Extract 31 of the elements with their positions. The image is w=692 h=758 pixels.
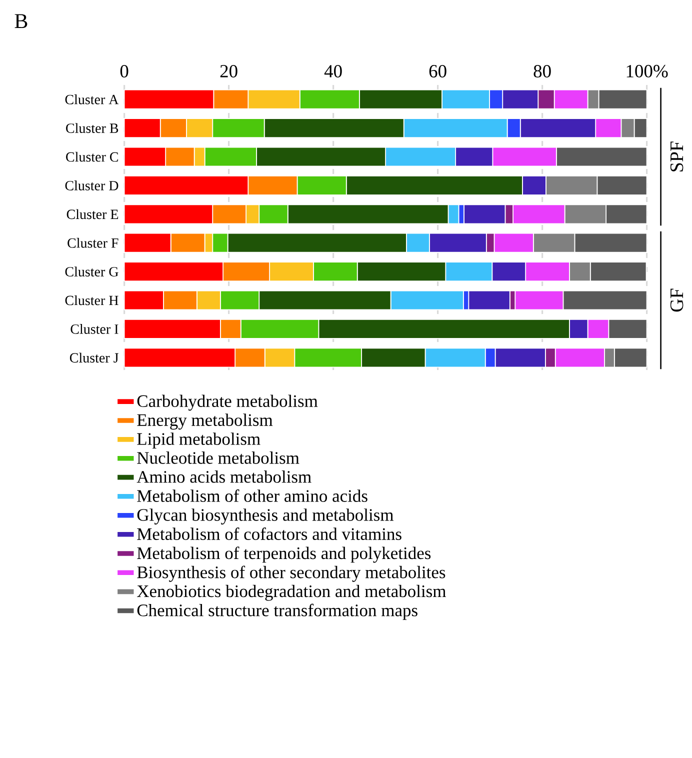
legend-label: Chemical structure transformation maps <box>137 604 418 620</box>
x-tick-label: 0 <box>120 64 128 78</box>
legend-label: Lipid metabolism <box>137 432 260 448</box>
legend-label: Amino acids metabolism <box>136 470 312 483</box>
text: SPF <box>670 142 684 172</box>
y-tick-label: Cluster D <box>65 180 118 190</box>
y-tick-label: Cluster E <box>66 209 118 220</box>
y-tick-label: Cluster H <box>65 295 118 306</box>
text: GF <box>670 288 684 312</box>
x-tick-label: 40 <box>324 64 342 78</box>
chart-title: B <box>14 14 28 28</box>
legend-label: Biosynthesis of other secondary metabolites <box>137 566 446 582</box>
y-tick-label: Cluster C <box>66 152 118 162</box>
legend-label: Nucleotide metabolism <box>137 452 300 464</box>
legend-label: Energy metabolism <box>137 414 273 430</box>
x-tick-label: 100% <box>626 64 668 78</box>
legend-label: Carbohydrate metabolism <box>137 394 318 411</box>
legend-label: Xenobiotics biodegradation and metabolism <box>137 584 446 601</box>
y-tick-label: Cluster I <box>70 324 118 334</box>
legend-label: Metabolism of other amino acids <box>137 489 368 502</box>
x-tick-label: 60 <box>429 64 446 78</box>
y-tick-label: Cluster B <box>66 123 118 133</box>
legend-label: Metabolism of cofactors and vitamins <box>137 528 402 540</box>
y-tick-label: Cluster J <box>70 352 118 363</box>
y-tick-label: Cluster G <box>65 266 118 276</box>
x-tick-label: 20 <box>220 64 238 78</box>
x-tick-label: 80 <box>534 64 551 78</box>
legend-label: Glycan biosynthesis and metabolism <box>137 508 394 524</box>
legend-label: Metabolism of terpenoids and polyketides <box>137 546 431 563</box>
y-tick-label: Cluster F <box>68 238 118 248</box>
y-tick-label: Cluster A <box>65 94 119 104</box>
